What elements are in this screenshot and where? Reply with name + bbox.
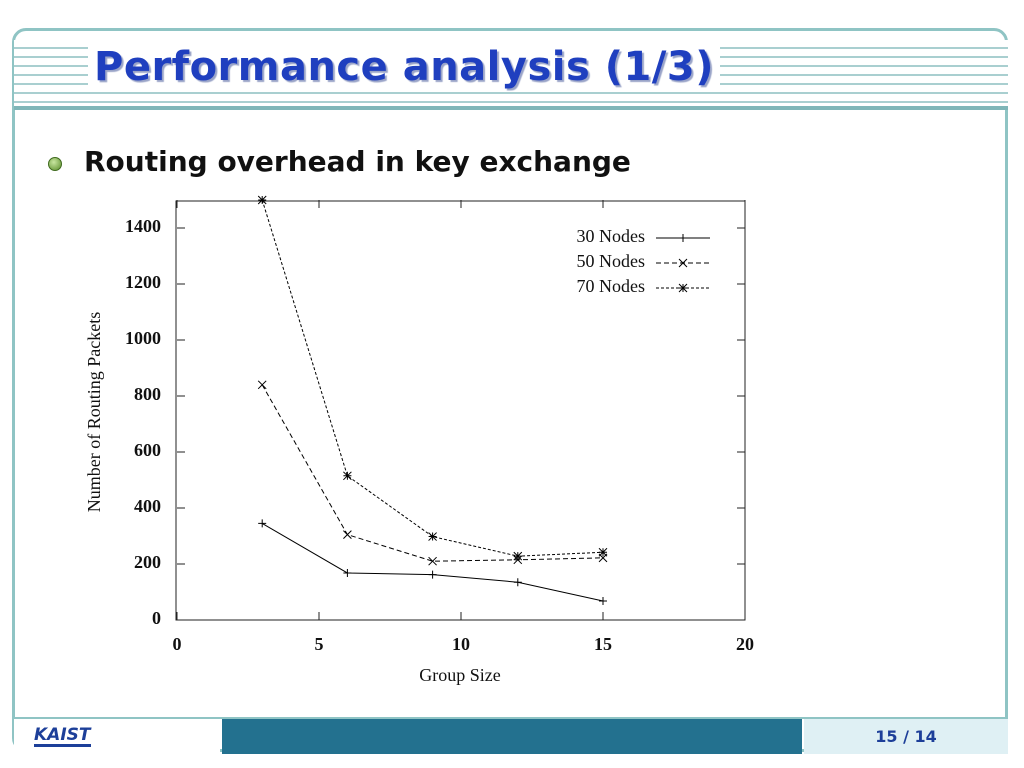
bullet-text: Routing overhead in key exchange (84, 145, 631, 178)
point-marker (343, 568, 352, 577)
x-tick-label: 0 (173, 634, 182, 654)
title-rule (14, 106, 1008, 110)
y-tick-label: 800 (134, 384, 161, 404)
page-number: 15 / 14 (875, 727, 937, 746)
legend-label: 50 Nodes (577, 251, 646, 271)
slide-title: Performance analysis (1/3) (88, 44, 721, 90)
plot-frame (175, 200, 746, 621)
footer-bar (222, 719, 802, 754)
y-tick-label: 1200 (125, 272, 161, 292)
point-marker (599, 596, 607, 605)
y-tick-label: 200 (134, 552, 161, 572)
point-marker (343, 471, 352, 481)
point-marker (428, 570, 437, 579)
legend-label: 70 Nodes (577, 276, 646, 296)
point-marker (598, 547, 608, 557)
y-tick-label: 600 (134, 440, 161, 460)
legend-label: 30 Nodes (577, 226, 646, 246)
point-marker (513, 578, 522, 587)
legend-marker (678, 283, 688, 293)
x-tick-label: 10 (452, 634, 470, 654)
footer-left: KAIST (14, 719, 220, 754)
x-tick-label: 20 (736, 634, 754, 654)
series-line (261, 384, 604, 562)
y-tick-label: 1000 (125, 328, 161, 348)
y-tick-label: 400 (134, 496, 161, 516)
legend-marker (678, 258, 688, 268)
point-marker (513, 551, 523, 561)
series-line (261, 199, 604, 557)
x-axis-label: Group Size (419, 665, 500, 685)
point-marker (257, 195, 267, 205)
point-marker (257, 380, 267, 390)
y-tick-label: 1400 (125, 216, 161, 236)
chart: Group Size Number of Routing Packets 0 20… (84, 195, 754, 685)
bullet-icon (48, 157, 62, 171)
x-tick-label: 15 (594, 634, 612, 654)
y-axis-label: Number of Routing Packets (84, 312, 104, 512)
point-marker (428, 532, 437, 541)
point-marker (428, 556, 437, 566)
x-tick-label: 5 (315, 634, 324, 654)
footer-right: 15 / 14 (804, 719, 1008, 754)
point-marker (258, 519, 267, 528)
y-tick-label: 0 (152, 608, 161, 628)
footer: KAIST 15 / 14 (14, 717, 1008, 754)
legend-marker (679, 234, 687, 242)
point-marker (343, 530, 352, 539)
logo: KAIST (34, 725, 91, 747)
